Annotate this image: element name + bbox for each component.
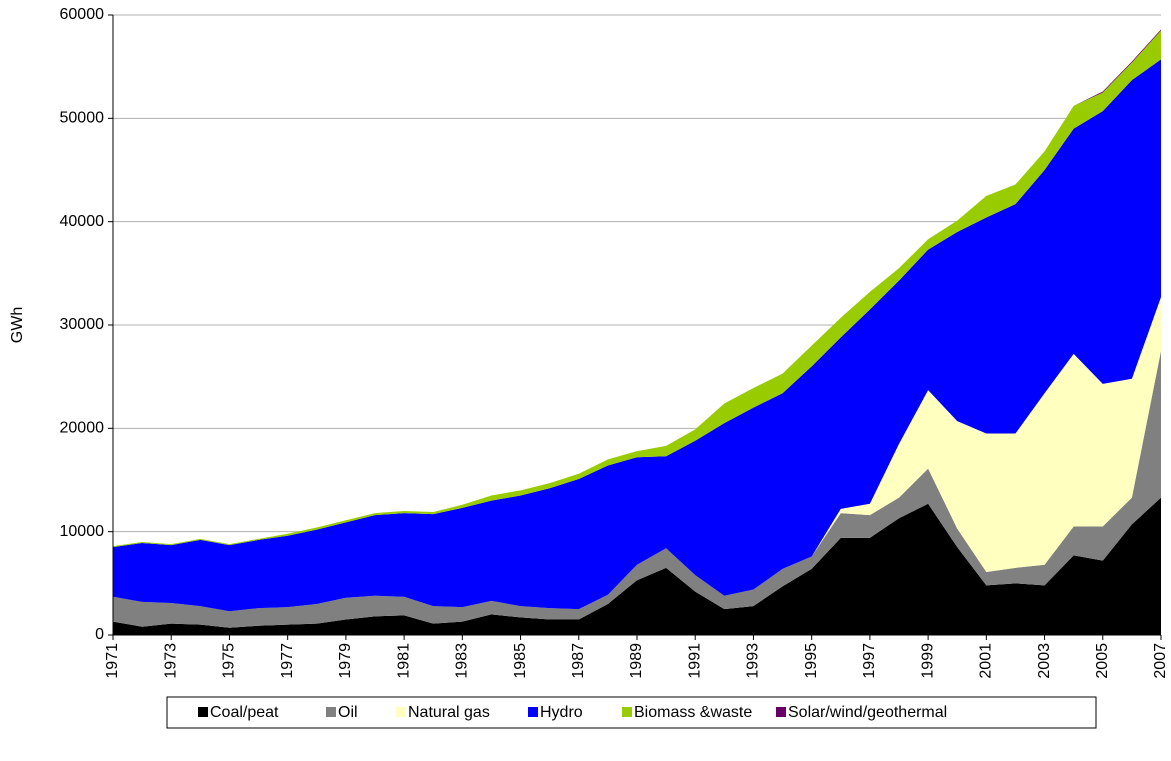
x-tick-label: 2001 — [978, 643, 995, 679]
x-tick-label: 1973 — [162, 643, 179, 679]
x-tick-label: 2007 — [1152, 643, 1169, 679]
y-tick-label: 20000 — [60, 420, 105, 437]
area — [113, 350, 1161, 628]
y-tick-label: 10000 — [60, 523, 105, 540]
x-tick-label: 1991 — [686, 643, 703, 679]
y-tick-label: 50000 — [60, 110, 105, 127]
x-tick-label: 2005 — [1094, 643, 1111, 679]
x-tick-label: 1993 — [745, 643, 762, 679]
x-tick-label: 1977 — [279, 643, 296, 679]
legend-label: Solar/wind/geothermal — [788, 704, 947, 721]
y-tick-label: 60000 — [60, 6, 105, 23]
legend-label: Oil — [338, 704, 358, 721]
x-tick-label: 1997 — [861, 643, 878, 679]
x-tick-label: 1979 — [337, 643, 354, 679]
legend-swatch — [528, 707, 538, 717]
area — [113, 297, 1161, 612]
area — [113, 59, 1161, 612]
x-tick-label: 1971 — [104, 643, 121, 679]
y-tick-label: 30000 — [60, 316, 105, 333]
y-tick-label: 0 — [95, 626, 104, 643]
legend-swatch — [396, 707, 406, 717]
legend-swatch — [622, 707, 632, 717]
x-tick-label: 1987 — [570, 643, 587, 679]
legend-swatch — [776, 707, 786, 717]
x-tick-label: 1981 — [395, 643, 412, 679]
legend-label: Natural gas — [408, 704, 490, 721]
legend-label: Coal/peat — [210, 704, 279, 721]
x-tick-label: 1989 — [628, 643, 645, 679]
legend-label: Hydro — [540, 704, 583, 721]
x-tick-label: 1985 — [512, 643, 529, 679]
x-tick-label: 2003 — [1036, 643, 1053, 679]
legend-swatch — [198, 707, 208, 717]
legend-label: Biomass &waste — [634, 704, 752, 721]
y-axis-label: GWh — [9, 307, 26, 343]
y-tick-label: 40000 — [60, 213, 105, 230]
legend-swatch — [326, 707, 336, 717]
area — [113, 497, 1161, 635]
x-tick-label: 1995 — [803, 643, 820, 679]
x-tick-label: 1999 — [919, 643, 936, 679]
x-tick-label: 1983 — [454, 643, 471, 679]
x-tick-label: 1975 — [221, 643, 238, 679]
